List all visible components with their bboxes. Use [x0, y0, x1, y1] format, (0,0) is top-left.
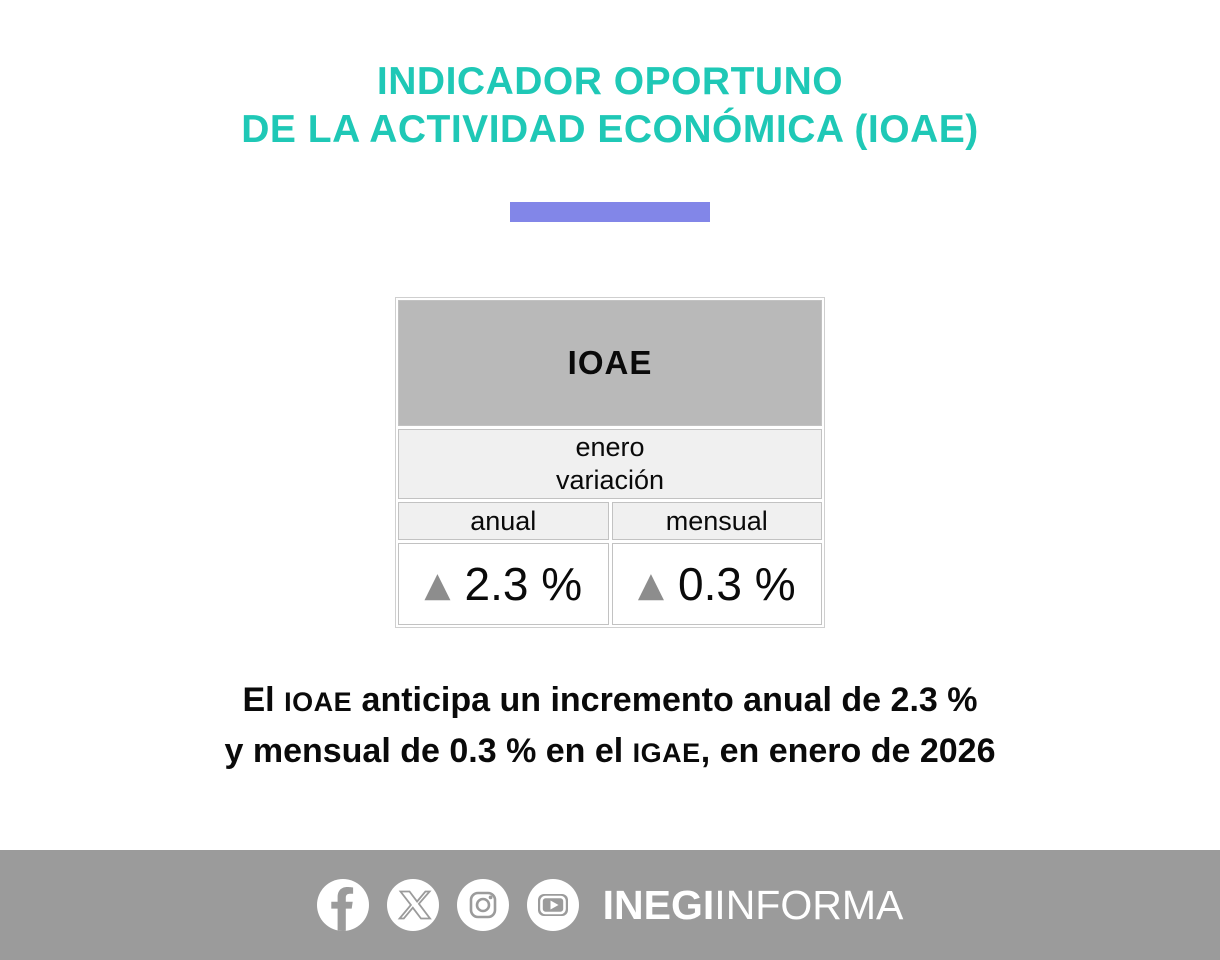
- period-measure: variación: [555, 465, 665, 495]
- acronym-ioae: IOAE: [284, 687, 353, 717]
- facebook-icon[interactable]: [316, 879, 369, 931]
- summary-line-2: y mensual de 0.3 % en el IGAE, en enero …: [0, 727, 1220, 778]
- footer-bar: INEGIINFORMA: [0, 850, 1220, 960]
- summary-text-part: anticipa un incremento anual de 2.3 %: [352, 681, 978, 719]
- table-value-row: ▲ 2.3 % ▲ 0.3 %: [398, 543, 822, 625]
- brand-inegi: INEGI: [602, 881, 715, 928]
- anual-value: 2.3 %: [464, 558, 583, 610]
- summary-text-part: , en enero de 2026: [700, 732, 996, 770]
- summary-text-part: El: [242, 681, 285, 719]
- up-triangle-icon: ▲: [424, 565, 451, 605]
- summary-text-part: y mensual de 0.3 % en el: [224, 732, 633, 770]
- youtube-icon[interactable]: [526, 879, 579, 931]
- instagram-icon[interactable]: [456, 879, 509, 931]
- table-header-ioae: IOAE: [398, 300, 822, 426]
- title-divider: [510, 202, 710, 222]
- summary-line-1: El IOAE anticipa un incremento anual de …: [0, 676, 1220, 727]
- page-title: INDICADOR OPORTUNO DE LA ACTIVIDAD ECONÓ…: [0, 58, 1220, 154]
- summary-text: El IOAE anticipa un incremento anual de …: [0, 676, 1220, 778]
- table-period-cell: enero variación: [398, 429, 822, 499]
- column-header-anual: anual: [398, 502, 609, 540]
- title-line-2: DE LA ACTIVIDAD ECONÓMICA (IOAE): [241, 108, 979, 151]
- value-cell-anual: ▲ 2.3 %: [398, 543, 609, 625]
- x-icon[interactable]: [386, 879, 439, 931]
- value-cell-mensual: ▲ 0.3 %: [611, 543, 822, 625]
- period-month: enero: [575, 432, 645, 462]
- column-header-mensual: mensual: [611, 502, 822, 540]
- brand-informa: INFORMA: [714, 881, 904, 928]
- brand-wordmark: INEGIINFORMA: [603, 882, 904, 929]
- ioae-data-table: IOAE enero variación anual mensual ▲ 2.3…: [395, 297, 825, 628]
- mensual-value: 0.3 %: [678, 558, 796, 610]
- up-triangle-icon: ▲: [637, 565, 664, 605]
- title-line-1: INDICADOR OPORTUNO: [376, 60, 844, 103]
- table-column-headers: anual mensual: [398, 502, 822, 540]
- acronym-igae: IGAE: [632, 738, 701, 768]
